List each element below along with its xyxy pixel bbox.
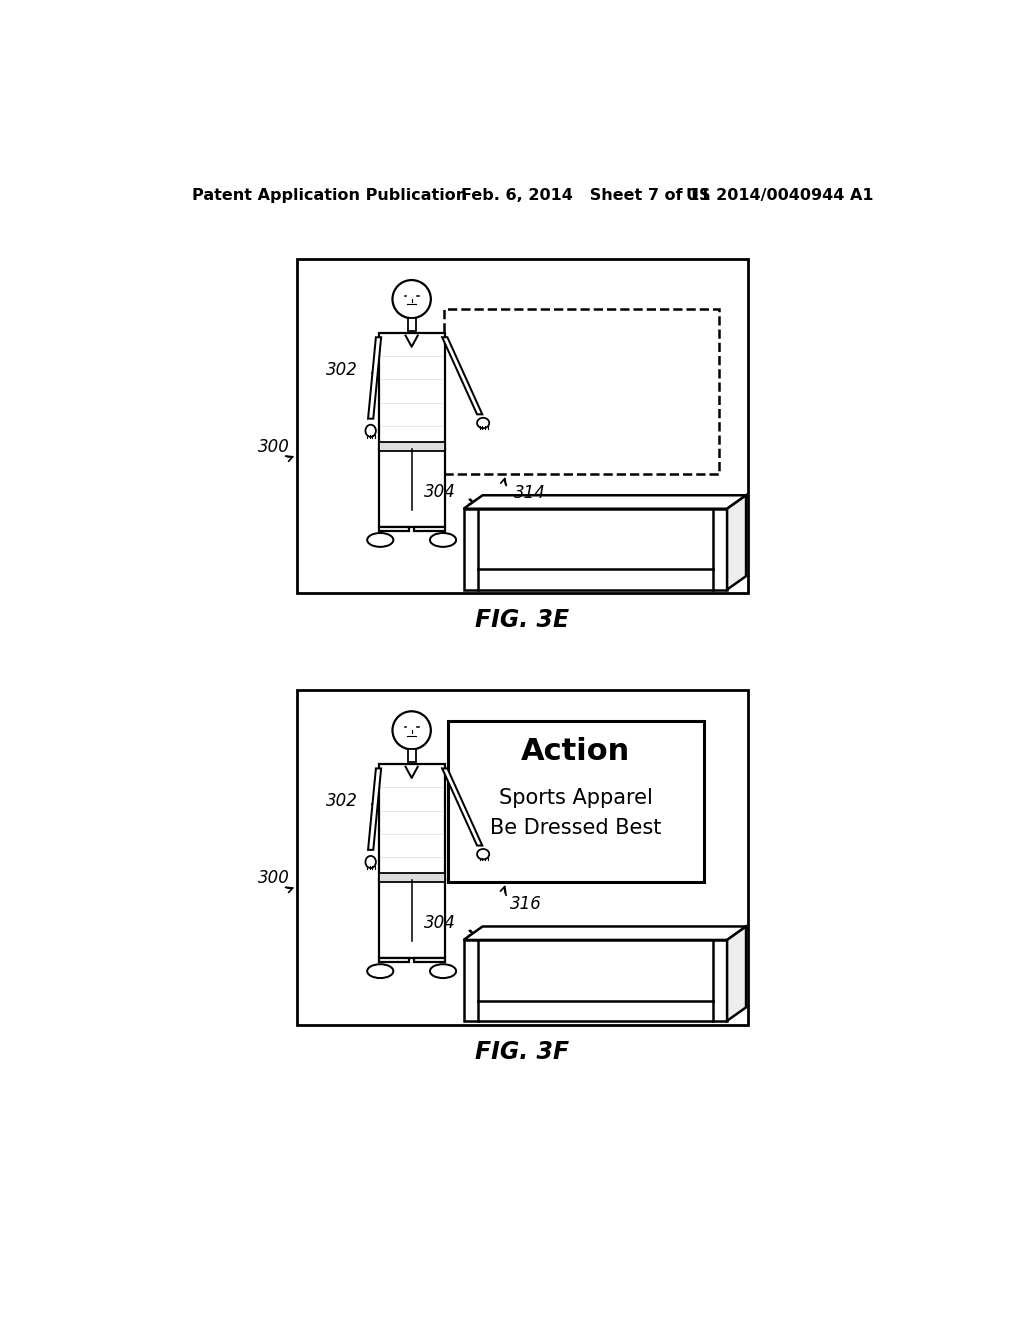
Polygon shape	[442, 768, 482, 846]
Polygon shape	[464, 495, 746, 508]
Text: Patent Application Publication: Patent Application Publication	[191, 187, 467, 203]
Bar	[297, 689, 748, 1024]
Ellipse shape	[368, 964, 393, 978]
Bar	[449, 721, 703, 882]
Polygon shape	[379, 958, 409, 962]
Polygon shape	[442, 337, 482, 414]
Text: Feb. 6, 2014   Sheet 7 of 11: Feb. 6, 2014 Sheet 7 of 11	[461, 187, 711, 203]
Polygon shape	[727, 495, 746, 590]
Polygon shape	[379, 764, 444, 880]
Ellipse shape	[477, 418, 489, 428]
Polygon shape	[727, 927, 746, 1020]
Text: Action: Action	[521, 737, 631, 766]
Text: Be Dressed Best: Be Dressed Best	[490, 818, 662, 838]
Text: Sports Apparel: Sports Apparel	[499, 788, 653, 808]
Polygon shape	[379, 527, 409, 531]
Text: FIG. 3E: FIG. 3E	[475, 609, 569, 632]
Polygon shape	[368, 337, 381, 418]
Polygon shape	[464, 508, 727, 590]
Bar	[297, 259, 748, 594]
Polygon shape	[464, 940, 727, 1020]
Ellipse shape	[430, 533, 456, 546]
Bar	[379, 442, 444, 450]
Ellipse shape	[366, 425, 376, 437]
Text: 302: 302	[326, 362, 357, 379]
Ellipse shape	[368, 533, 393, 546]
Text: US 2014/0040944 A1: US 2014/0040944 A1	[686, 187, 873, 203]
Polygon shape	[379, 880, 444, 958]
Circle shape	[392, 280, 431, 318]
Ellipse shape	[430, 964, 456, 978]
Text: 304: 304	[424, 483, 456, 500]
Polygon shape	[379, 333, 444, 449]
Text: 316: 316	[510, 895, 542, 912]
Text: 302: 302	[326, 792, 357, 810]
Ellipse shape	[477, 849, 489, 859]
Text: FIG. 3F: FIG. 3F	[475, 1040, 569, 1064]
Polygon shape	[415, 527, 444, 531]
Polygon shape	[368, 768, 381, 850]
Polygon shape	[379, 449, 444, 527]
Text: 300: 300	[258, 870, 290, 887]
Bar	[379, 874, 444, 882]
Circle shape	[392, 711, 431, 750]
Bar	[408, 750, 416, 763]
Bar	[408, 318, 416, 331]
Text: 314: 314	[514, 484, 546, 503]
Text: 304: 304	[424, 913, 456, 932]
Text: 300: 300	[258, 438, 290, 457]
Ellipse shape	[366, 855, 376, 869]
Polygon shape	[464, 927, 746, 940]
Bar	[444, 309, 719, 474]
Polygon shape	[415, 958, 444, 962]
